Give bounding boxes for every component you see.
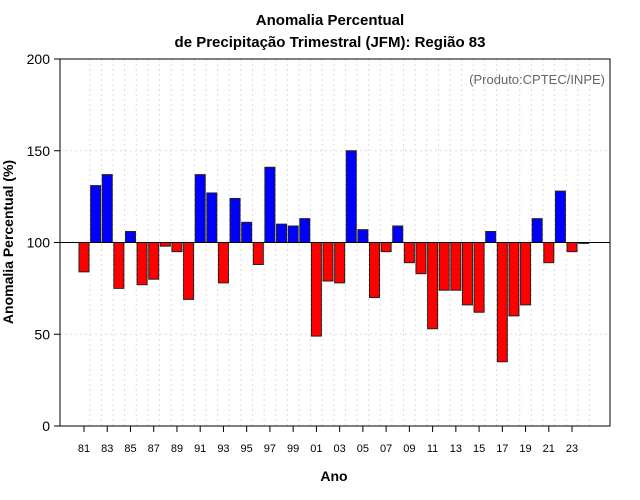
- bar-97: [264, 166, 276, 243]
- chart-title: Anomalia Percentual: [256, 12, 404, 29]
- y-tick-label: 150: [27, 143, 51, 159]
- bar-04: [345, 150, 357, 243]
- x-tick-label: 99: [287, 443, 299, 455]
- bar-02: [322, 242, 334, 282]
- x-tick-label: 05: [357, 443, 369, 455]
- bar-05: [357, 229, 369, 243]
- bar-86: [136, 242, 148, 286]
- bar-13: [450, 242, 462, 291]
- bar-98: [276, 223, 288, 243]
- bar-82: [90, 185, 102, 244]
- bars: [78, 150, 590, 363]
- x-tick-label: 95: [241, 443, 253, 455]
- bar-96: [252, 242, 264, 266]
- x-tick-label: 93: [217, 443, 229, 455]
- bar-08: [392, 225, 404, 243]
- bar-81: [78, 242, 90, 273]
- bar-18: [508, 242, 520, 317]
- x-tick-label: 15: [473, 443, 485, 455]
- bar-00: [299, 218, 311, 244]
- x-tick-label: 21: [543, 443, 555, 455]
- x-axis: 81 83 85 87 89 91 93 95 97 99 01 03 05 07 09 11 13 15 17 19…: [78, 426, 578, 455]
- bar-01: [310, 242, 322, 337]
- bar-84: [113, 242, 125, 289]
- bar-91: [194, 174, 206, 243]
- bar-23: [566, 242, 578, 253]
- bar-21: [543, 242, 555, 264]
- bar-20: [531, 218, 543, 244]
- x-tick-label: 83: [101, 443, 113, 455]
- y-tick-label: 200: [27, 51, 51, 67]
- x-tick-label: 91: [194, 443, 206, 455]
- x-tick-label: 85: [124, 443, 136, 455]
- x-tick-label: 07: [380, 443, 392, 455]
- x-tick-label: 23: [566, 443, 578, 455]
- x-tick-label: 87: [148, 443, 160, 455]
- bar-93: [217, 242, 229, 284]
- bar-88: [159, 242, 171, 247]
- grid: [60, 58, 610, 427]
- bar-94: [229, 197, 241, 244]
- x-tick-label: 11: [427, 443, 438, 455]
- bar-83: [101, 174, 113, 243]
- x-tick-label: 13: [450, 443, 462, 455]
- bar-10: [415, 242, 427, 275]
- bar-06: [369, 242, 380, 299]
- bar-92: [206, 192, 218, 243]
- bar-22: [554, 190, 566, 243]
- x-tick-label: 03: [334, 443, 346, 455]
- bar-09: [403, 242, 415, 264]
- x-tick-label: 17: [496, 443, 508, 455]
- y-tick-label: 100: [27, 235, 51, 251]
- x-tick-label: 19: [519, 443, 531, 455]
- bar-11: [427, 242, 439, 330]
- y-tick-label: 50: [34, 326, 50, 342]
- bar-90: [183, 242, 195, 300]
- x-axis-label: Ano: [320, 468, 347, 484]
- x-tick-label: 09: [403, 443, 415, 455]
- bar-89: [171, 242, 183, 253]
- x-tick-label: 89: [171, 443, 183, 455]
- x-tick-label: 81: [78, 443, 90, 455]
- bar-95: [241, 221, 253, 244]
- bar-17: [496, 242, 508, 363]
- bar-87: [148, 242, 160, 280]
- y-axis: 0 50 100 150 200: [27, 51, 60, 434]
- y-axis-label: Anomalia Percentual (%): [0, 160, 16, 324]
- x-tick-label: 97: [264, 443, 276, 455]
- bar-12: [438, 242, 450, 291]
- chart-subtitle: de Precipitação Trimestral (JFM): Região…: [175, 34, 486, 51]
- credit-annotation: (Produto:CPTEC/INPE): [469, 72, 605, 87]
- bar-14: [461, 242, 473, 306]
- bar-15: [473, 242, 485, 313]
- bar-03: [334, 242, 346, 284]
- bar-19: [520, 242, 532, 306]
- x-tick-label: 01: [310, 443, 322, 455]
- bar-07: [380, 242, 392, 253]
- bar-99: [287, 225, 299, 243]
- y-tick-label: 0: [42, 418, 50, 434]
- bar-16: [485, 230, 497, 244]
- bar-85: [124, 230, 136, 244]
